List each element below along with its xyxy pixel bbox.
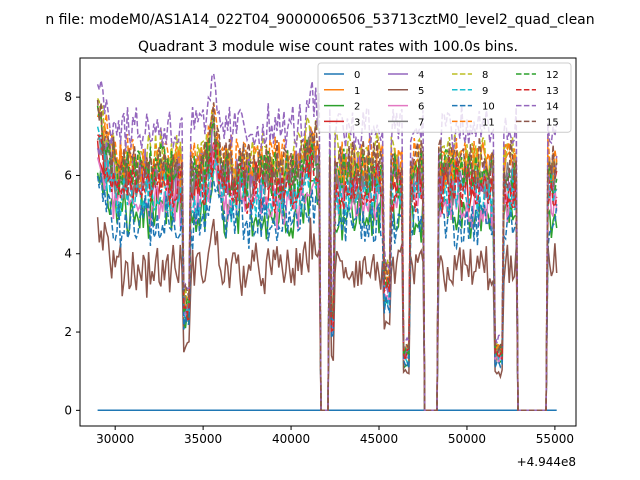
legend-label-15: 15 — [546, 117, 559, 128]
legend-label-4: 4 — [418, 70, 424, 81]
axes: 30000 35000 40000 45000 50000 55000 0 2 4 6 8 — [64, 90, 574, 446]
x-tick-label: 55000 — [536, 432, 574, 446]
legend-frame — [317, 62, 572, 133]
x-tick-label: 30000 — [96, 432, 134, 446]
legend-label-1: 1 — [354, 86, 360, 97]
y-tick-label: 2 — [64, 325, 72, 339]
series-line-11 — [96, 103, 558, 412]
legend-label-6: 6 — [418, 102, 424, 113]
x-offset-label: +4.944e8 — [517, 455, 576, 469]
legend-label-11: 11 — [482, 117, 495, 128]
legend-label-13: 13 — [546, 86, 559, 97]
x-tick-label: 45000 — [360, 432, 398, 446]
y-tick-label: 8 — [64, 90, 72, 104]
series-line-15 — [96, 99, 558, 412]
legend-label-9: 9 — [482, 86, 488, 97]
legend-label-12: 12 — [546, 70, 559, 81]
series-line-8 — [96, 98, 558, 412]
y-tick-label: 4 — [64, 247, 72, 261]
y-tick-label: 6 — [64, 168, 72, 182]
legend-label-8: 8 — [482, 70, 488, 81]
y-tick-label: 0 — [64, 403, 72, 417]
plot-frame — [79, 57, 577, 427]
series-line-5 — [96, 217, 558, 412]
legend-label-7: 7 — [418, 117, 424, 128]
chart-title: Quadrant 3 module wise count rates with … — [138, 39, 518, 55]
legend-label-14: 14 — [546, 102, 559, 113]
legend-label-2: 2 — [354, 102, 360, 113]
x-tick-label: 35000 — [184, 432, 222, 446]
legend-label-0: 0 — [354, 70, 360, 81]
x-tick-label: 40000 — [272, 432, 310, 446]
legend-label-3: 3 — [354, 117, 360, 128]
legend-label-10: 10 — [482, 102, 495, 113]
legend-label-5: 5 — [418, 86, 424, 97]
figure-suptitle: n file: modeM0/AS1A14_022T04_9000006506_… — [45, 12, 594, 28]
x-tick-label: 50000 — [448, 432, 486, 446]
